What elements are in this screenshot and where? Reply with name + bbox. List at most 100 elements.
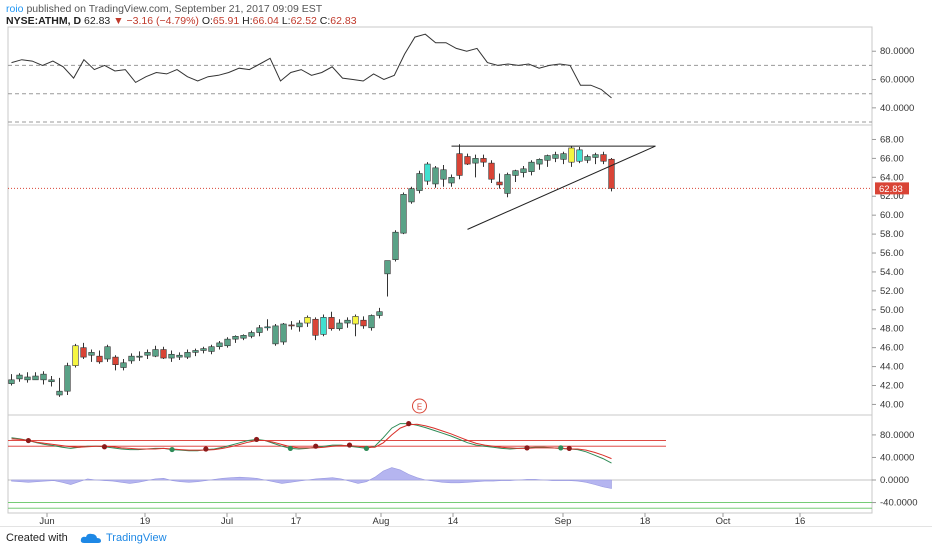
osc-cross-marker — [524, 445, 530, 451]
candle-body — [536, 159, 543, 165]
candle-body — [376, 311, 383, 316]
candle-body — [304, 317, 311, 324]
candle-body — [568, 147, 575, 163]
price-tick-label: 54.00 — [880, 267, 904, 278]
candle-body — [440, 169, 447, 180]
osc-tick-label: -40.0000 — [880, 498, 918, 509]
price-tick-label: 58.00 — [880, 229, 904, 240]
down-arrow-icon: ▼ — [113, 15, 124, 27]
oscillator-frame — [7, 414, 873, 514]
price-tick-label: 62.00 — [880, 191, 904, 202]
candle-body — [352, 316, 359, 325]
time-axis: Jun 19 Jul 17 Aug 14 Sep 18 Oct 16 — [39, 513, 805, 527]
time-tick-label: Jun — [39, 516, 54, 527]
candle-body — [8, 379, 15, 384]
candle-body — [360, 319, 367, 327]
tradingview-brand[interactable]: TradingView — [106, 532, 167, 544]
candle-body — [184, 352, 191, 358]
osc-cross-marker — [363, 445, 370, 452]
candle-body — [224, 338, 231, 347]
earnings-event-icon — [412, 398, 427, 414]
candle-body — [16, 374, 23, 380]
symbol-label: NYSE:ATHM, D — [6, 15, 82, 27]
price-tick-label: 44.00 — [880, 362, 904, 373]
candle-body — [368, 315, 375, 329]
candle-body — [584, 156, 591, 161]
candle-body — [432, 167, 439, 185]
rsi-tick-label: 80.0000 — [880, 46, 914, 57]
candle-body — [88, 352, 95, 356]
close-label: C: — [319, 15, 331, 27]
close-value: 62.83 — [330, 15, 357, 27]
candle-body — [392, 231, 399, 260]
price-tick-label: 50.00 — [880, 305, 904, 316]
time-tick-label: 18 — [640, 516, 651, 527]
candle-body — [408, 188, 415, 203]
osc-histogram — [11, 467, 612, 489]
price-tick-label: 64.00 — [880, 172, 904, 183]
published-text: published on TradingView.com, September … — [26, 3, 323, 15]
candle-body — [264, 326, 271, 329]
last-price: 62.83 — [83, 15, 111, 27]
low-label: L: — [281, 15, 291, 27]
price-tick-label: 56.00 — [880, 248, 904, 259]
candle-body — [40, 373, 47, 381]
candle-body — [96, 355, 103, 363]
osc-signal-line — [11, 423, 612, 460]
footer: Created with TradingView — [0, 526, 932, 551]
osc-tick-label: 0.0000 — [880, 475, 909, 486]
candle-body — [592, 154, 599, 158]
candle-body — [344, 319, 351, 324]
candle-body — [448, 177, 455, 184]
time-tick-label: Oct — [716, 516, 731, 527]
candle-body — [480, 158, 487, 163]
high-value: 66.04 — [252, 15, 279, 27]
rsi-pane: 80.0000 60.0000 40.0000 — [8, 33, 914, 123]
rsi-frame — [7, 26, 873, 126]
candle-body — [128, 355, 135, 362]
time-tick-label: Sep — [555, 516, 572, 527]
rsi-tick-label: 40.0000 — [880, 103, 914, 114]
price-tick-label: 66.00 — [880, 153, 904, 164]
candle-body — [552, 154, 559, 159]
candle-body — [152, 349, 159, 357]
rsi-tick-label: 60.0000 — [880, 75, 914, 86]
time-tick-label: 19 — [140, 516, 151, 527]
trendline-1 — [467, 145, 656, 230]
price-tick-label: 60.00 — [880, 210, 904, 221]
candle-body — [208, 346, 215, 352]
author-link[interactable]: roio — [6, 3, 24, 15]
last-price-marker — [875, 182, 909, 195]
candle-body — [416, 173, 423, 191]
candle-body — [24, 376, 31, 381]
candle-body — [464, 156, 471, 165]
publish-header: roio published on TradingView.com, Septe… — [6, 3, 322, 15]
time-tick-label: 16 — [795, 516, 806, 527]
candle-body — [456, 153, 463, 176]
candle-body — [608, 158, 615, 189]
candle-body — [192, 350, 199, 353]
candle-body — [336, 322, 343, 330]
candle-body — [48, 379, 55, 383]
candle-body — [544, 155, 551, 161]
price-tick-label: 52.00 — [880, 286, 904, 297]
candle-body — [600, 154, 607, 162]
candle-body — [296, 322, 303, 328]
candle-body — [56, 390, 63, 396]
price-tick-label: 46.00 — [880, 343, 904, 354]
candle-body — [256, 327, 263, 333]
candle-body — [160, 349, 167, 359]
created-with-text: Created with — [6, 532, 68, 544]
candle-body — [400, 194, 407, 234]
symbol-legend: NYSE:ATHM, D 62.83 ▼ −3.16 (−4.79%) O:65… — [6, 15, 357, 27]
candle-body — [200, 348, 207, 351]
tradingview-cloud-icon — [80, 533, 101, 543]
candle-body — [176, 354, 183, 358]
osc-cross-marker — [169, 446, 175, 453]
candle-body — [272, 325, 279, 345]
price-tick-label: 42.00 — [880, 381, 904, 392]
osc-cross-marker — [253, 436, 260, 443]
candle-body — [472, 158, 479, 164]
candle-body — [104, 346, 111, 360]
